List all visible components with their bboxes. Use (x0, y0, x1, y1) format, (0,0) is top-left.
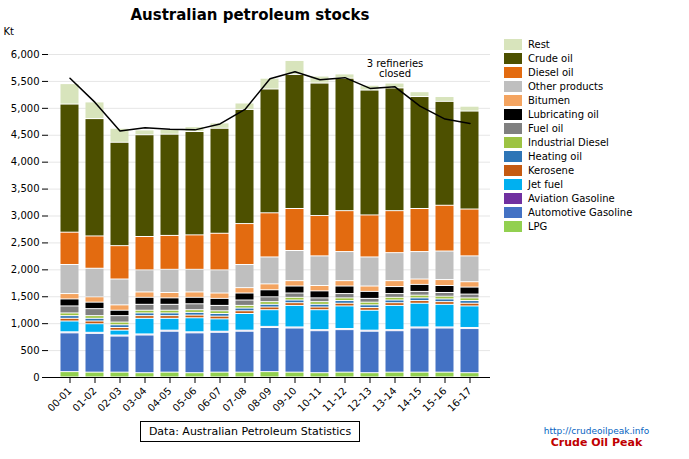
svg-text:09-10: 09-10 (270, 385, 298, 413)
svg-text:15-16: 15-16 (420, 385, 448, 413)
svg-text:12-13: 12-13 (345, 385, 373, 413)
html-text:Australian petroleum stocks: Australian petroleum stocks (130, 6, 370, 24)
svg-text:4,500: 4,500 (11, 129, 40, 140)
svg-text:3,000: 3,000 (11, 210, 40, 221)
html-text:http://crudeoilpeak.info: http://crudeoilpeak.info (543, 426, 650, 436)
html-text:Lubricating oil: Lubricating oil (528, 109, 599, 120)
html-text:Automotive Gasoline: Automotive Gasoline (528, 207, 633, 218)
html-text:Other products: Other products (528, 81, 604, 92)
html-text:Jet fuel: Jet fuel (528, 179, 563, 190)
svg-text:5,500: 5,500 (11, 76, 40, 87)
svg-text:03-04: 03-04 (120, 385, 148, 413)
html-text:Rest: Rest (528, 39, 550, 50)
svg-text:1,500: 1,500 (11, 291, 40, 302)
svg-text:04-05: 04-05 (145, 385, 173, 413)
svg-text:3 refineriesclosed: 3 refineriesclosed (367, 58, 424, 79)
html-text:Kerosene: Kerosene (528, 165, 575, 176)
svg-text:14-15: 14-15 (395, 385, 423, 413)
svg-text:1,000: 1,000 (11, 318, 40, 329)
svg-text:2,500: 2,500 (11, 237, 40, 248)
svg-text:07-08: 07-08 (220, 385, 248, 413)
svg-text:3,500: 3,500 (11, 183, 40, 194)
html-text:Data: Australian Petroleum Sta: Data: Australian Petroleum Statistics (148, 425, 352, 438)
svg-text:08-09: 08-09 (245, 385, 273, 413)
svg-text:4,000: 4,000 (11, 156, 40, 167)
svg-text:0: 0 (33, 372, 39, 383)
html-text:Diesel oil: Diesel oil (528, 67, 574, 78)
svg-text:10-11: 10-11 (295, 385, 323, 413)
svg-text:11-12: 11-12 (320, 385, 348, 413)
svg-text:2,000: 2,000 (11, 264, 40, 275)
html-text:Crude Oil Peak: Crude Oil Peak (550, 436, 643, 449)
svg-text:13-14: 13-14 (370, 385, 398, 413)
svg-text:02-03: 02-03 (95, 385, 123, 413)
svg-text:500: 500 (20, 345, 39, 356)
html-text:LPG: LPG (528, 221, 548, 232)
html-text:Bitumen: Bitumen (528, 95, 571, 106)
html-text:Aviation Gasoline: Aviation Gasoline (528, 193, 615, 204)
svg-text:01-02: 01-02 (70, 385, 98, 413)
svg-text:Kt: Kt (4, 26, 15, 37)
svg-text:6,000: 6,000 (11, 49, 40, 60)
html-text:Crude oil: Crude oil (528, 53, 573, 64)
svg-text:00-01: 00-01 (45, 385, 73, 413)
svg-text:06-07: 06-07 (195, 385, 223, 413)
svg-text:16-17: 16-17 (445, 385, 473, 413)
svg-text:5,000: 5,000 (11, 103, 40, 114)
svg-text:05-06: 05-06 (170, 385, 198, 413)
html-text:Fuel oil: Fuel oil (528, 123, 564, 134)
html-text:Industrial Diesel: Industrial Diesel (528, 137, 609, 148)
html-text:Heating oil: Heating oil (528, 151, 582, 162)
